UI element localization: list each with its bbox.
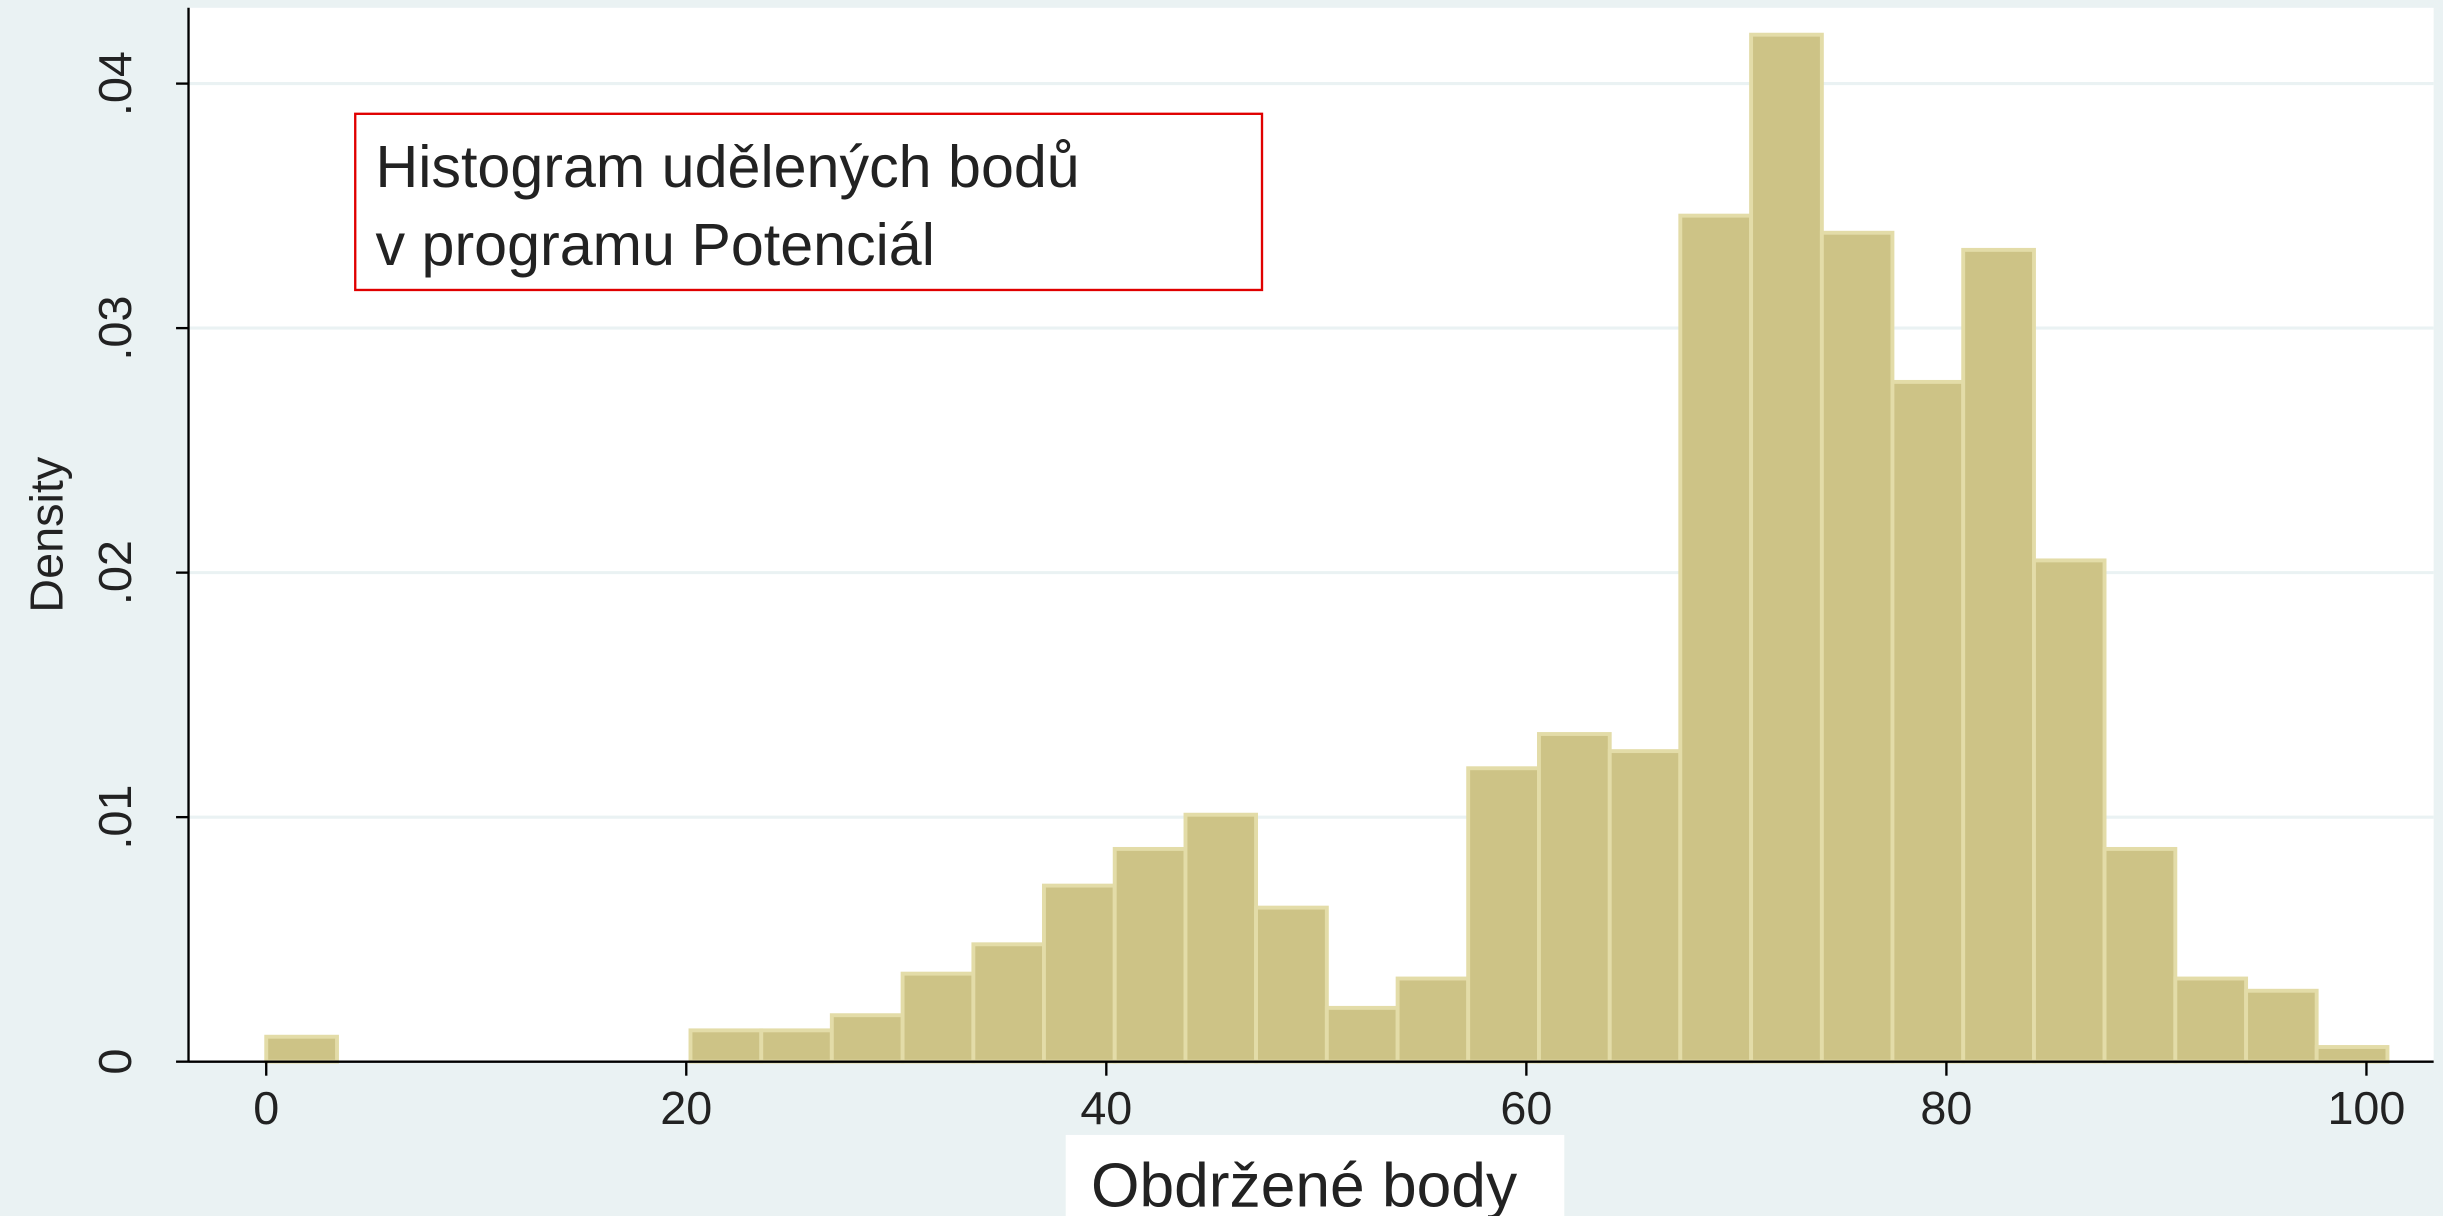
x-tick-label: 0: [253, 1082, 279, 1134]
bar: [688, 1028, 764, 1064]
x-label-box: [1065, 1134, 1565, 1216]
x-tick-label: 20: [660, 1082, 712, 1134]
bar: [1749, 32, 1824, 1064]
bar: [1254, 905, 1329, 1064]
bar: [1819, 230, 1895, 1064]
bar: [1324, 1005, 1400, 1064]
bar: [900, 971, 976, 1064]
annotation-line: Histogram udělených bodů: [375, 133, 1079, 200]
bar: [1112, 846, 1188, 1064]
bar: [759, 1028, 834, 1064]
bar: [2244, 988, 2319, 1064]
bar: [829, 1013, 905, 1064]
bar: [264, 1034, 339, 1064]
bar: [1961, 247, 2036, 1064]
bar: [2314, 1045, 2390, 1064]
ticks: 0 .01 .02 .03 .04 0 20 40 60 80 100: [89, 51, 2406, 1134]
y-tick-label: .01: [89, 785, 141, 850]
y-tick-label: 0: [89, 1049, 141, 1075]
annotation-line: v programu Potenciál: [375, 211, 934, 278]
bar: [971, 942, 1046, 1064]
annotation-box: [354, 112, 1264, 292]
y-tick-label: .03: [89, 296, 141, 361]
x-tick-label: 80: [1920, 1082, 1972, 1134]
x-tick-label: 40: [1080, 1082, 1132, 1134]
y-tick-label: .04: [89, 51, 141, 116]
bar: [2173, 976, 2249, 1064]
y-tick-label: .02: [89, 540, 141, 605]
x-tick-label: 60: [1500, 1082, 1552, 1134]
bar: [2102, 846, 2178, 1064]
x-tick-label: 100: [2327, 1082, 2405, 1134]
bar: [1466, 766, 1541, 1064]
x-axis-label: Obdržené body: [1091, 1152, 1518, 1216]
bar: [1041, 883, 1117, 1064]
bar: [1678, 213, 1754, 1064]
bar: [1537, 732, 1612, 1064]
bar: [1183, 812, 1259, 1064]
bar: [1607, 749, 1683, 1064]
y-axis-label: Density: [20, 456, 72, 613]
bar: [1890, 379, 1966, 1064]
bar: [2032, 558, 2107, 1064]
bar: [1395, 976, 1471, 1064]
